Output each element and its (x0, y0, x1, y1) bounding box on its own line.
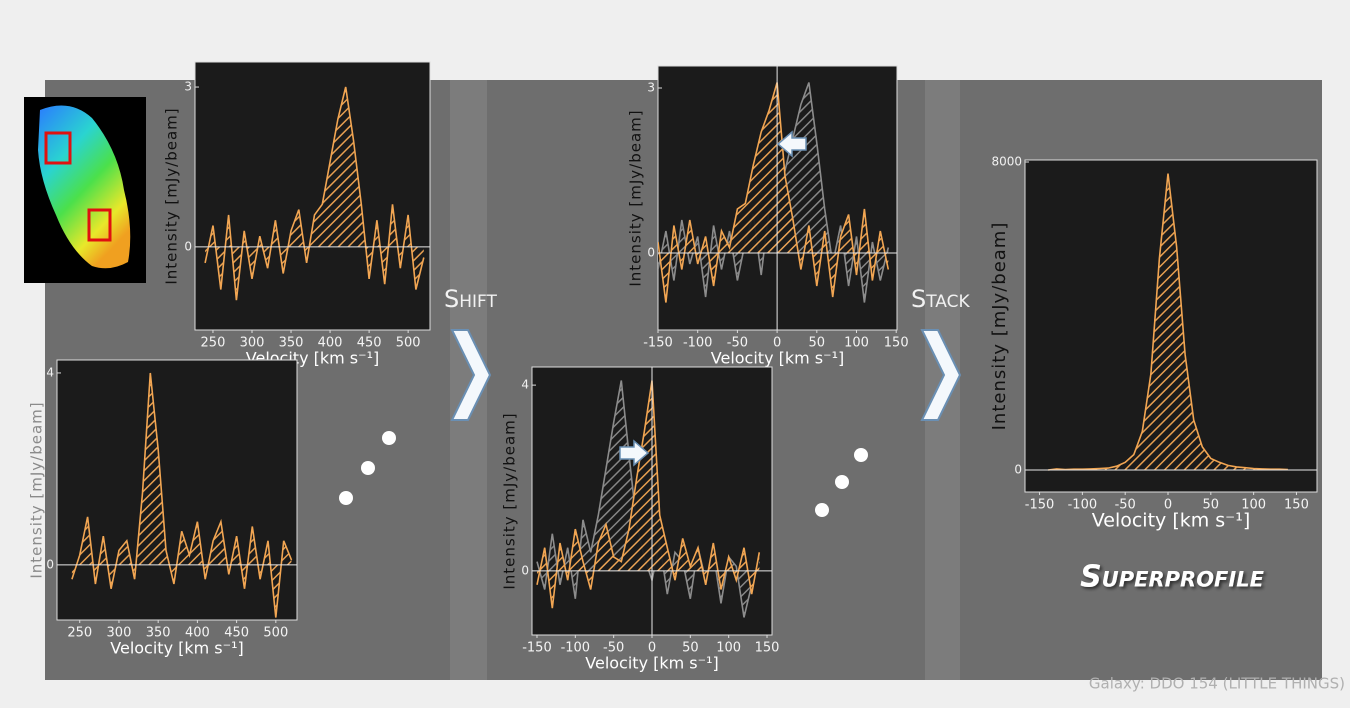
x-tick-label: 150 (884, 336, 909, 351)
y-tick-label: 0 (46, 557, 54, 571)
result-label: Superprofile (1080, 560, 1265, 595)
y-axis-label: Intensity [mJy/beam] (501, 412, 519, 589)
figure: Shift Stack Superprofile Galaxy: DDO 154… (0, 0, 1350, 704)
x-axis-label: Velocity [km s⁻¹] (110, 639, 243, 658)
y-tick-label: 0 (521, 563, 529, 577)
y-axis-label: Intensity [mJy/beam] (28, 401, 46, 578)
x-axis-label: Velocity [km s⁻¹] (1092, 510, 1251, 532)
y-tick-label: 3 (647, 81, 655, 95)
velocity-map (24, 97, 146, 283)
y-tick-label: 3 (184, 80, 192, 94)
x-axis-label: Velocity [km s⁻¹] (711, 349, 844, 368)
plot-area (57, 360, 297, 620)
step-label: Shift (444, 285, 498, 313)
y-tick-label: 0 (184, 239, 192, 253)
x-tick-label: 100 (844, 336, 869, 351)
y-axis-label: Intensity [mJy/beam] (163, 107, 181, 284)
x-axis-label: Velocity [km s⁻¹] (585, 654, 718, 673)
step-label: Stack (911, 285, 970, 313)
x-tick-label: 500 (263, 626, 288, 641)
y-axis-label: Intensity [mJy/beam] (627, 109, 645, 286)
y-tick-label: 0 (647, 246, 655, 260)
x-tick-label: 500 (396, 336, 421, 351)
x-tick-label: 250 (67, 626, 92, 641)
credit: Galaxy: DDO 154 (LITTLE THINGS) (1089, 675, 1345, 693)
x-tick-label: 150 (1284, 498, 1309, 513)
x-tick-label: -150 (643, 336, 673, 351)
y-tick-label: 0 (1014, 463, 1022, 477)
x-tick-label: -150 (522, 641, 552, 656)
y-axis-label: Intensity [mJy/beam] (989, 222, 1010, 431)
y-tick-label: 4 (521, 378, 529, 392)
x-tick-label: 250 (201, 336, 226, 351)
x-tick-label: -100 (683, 336, 713, 351)
y-tick-label: 8000 (991, 155, 1022, 169)
x-tick-label: -150 (1025, 498, 1055, 513)
x-tick-label: 150 (755, 641, 780, 656)
plot-area (195, 62, 430, 330)
y-tick-label: 4 (46, 365, 54, 379)
x-tick-label: 100 (716, 641, 741, 656)
